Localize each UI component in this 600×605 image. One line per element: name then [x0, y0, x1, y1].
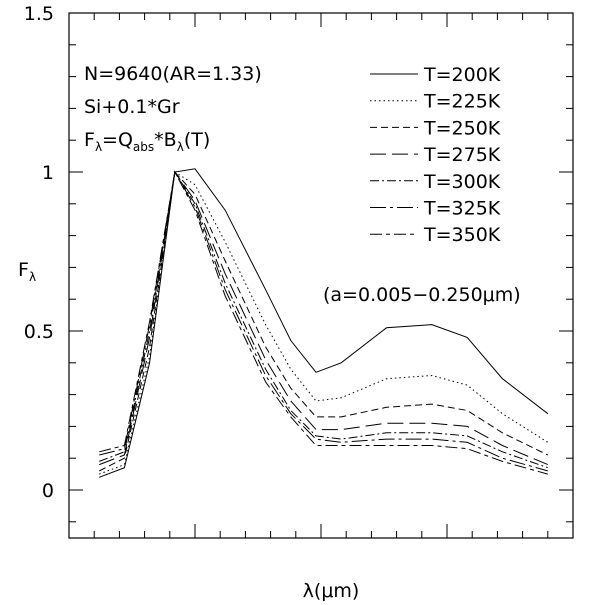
series-line-t-350k	[99, 170, 548, 475]
legend-label: T=275K	[423, 144, 501, 166]
y-tick-label: 1	[42, 162, 54, 184]
annotation-formula: Fλ=Qabs*Bλ(T)	[84, 129, 210, 154]
formula-f: F	[84, 129, 95, 151]
x-axis-label: λ(μm)	[303, 580, 360, 602]
y-tick-label: 0.5	[24, 321, 54, 343]
series-line-t-300k	[99, 170, 548, 469]
series-line-t-250k	[98, 170, 549, 472]
y-axis-label: Fλ	[18, 259, 36, 284]
y-tick-label: 1.5	[24, 3, 54, 25]
legend-label: T=350K	[423, 224, 501, 246]
legend-label: T=250K	[423, 117, 501, 139]
annotation-n: N=9640(AR=1.33)	[84, 63, 262, 85]
legend-label: T=200K	[423, 64, 501, 86]
legend-label: T=225K	[423, 91, 501, 113]
legend-label: T=325K	[423, 198, 501, 220]
y-tick-labels: 0 0.5 1 1.5	[24, 3, 54, 502]
annotation-block: N=9640(AR=1.33) Si+0.1*Gr Fλ=Qabs*Bλ(T) …	[84, 63, 521, 306]
formula-eq-q: =Q	[102, 129, 133, 151]
formula-sub-abs: abs	[133, 140, 154, 154]
formula-sub-lambda: λ	[95, 140, 102, 154]
formula-t: (T)	[184, 129, 210, 151]
formula-b: *B	[154, 129, 177, 151]
series-line-t-200k	[99, 168, 549, 478]
legend: T=200K T=225K T=250K T=275K T=300K T=325K T=35…	[370, 64, 501, 246]
y-tick-label: 0	[42, 480, 54, 502]
formula-sub-lambda-2: λ	[177, 140, 184, 154]
series-line-t-275k	[99, 170, 548, 466]
annotation-material: Si+0.1*Gr	[84, 96, 180, 118]
legend-label: T=300K	[423, 171, 501, 193]
annotation-size-range: (a=0.005−0.250μm)	[323, 284, 521, 306]
series-lines	[98, 168, 549, 478]
axis-ticks	[69, 13, 573, 538]
